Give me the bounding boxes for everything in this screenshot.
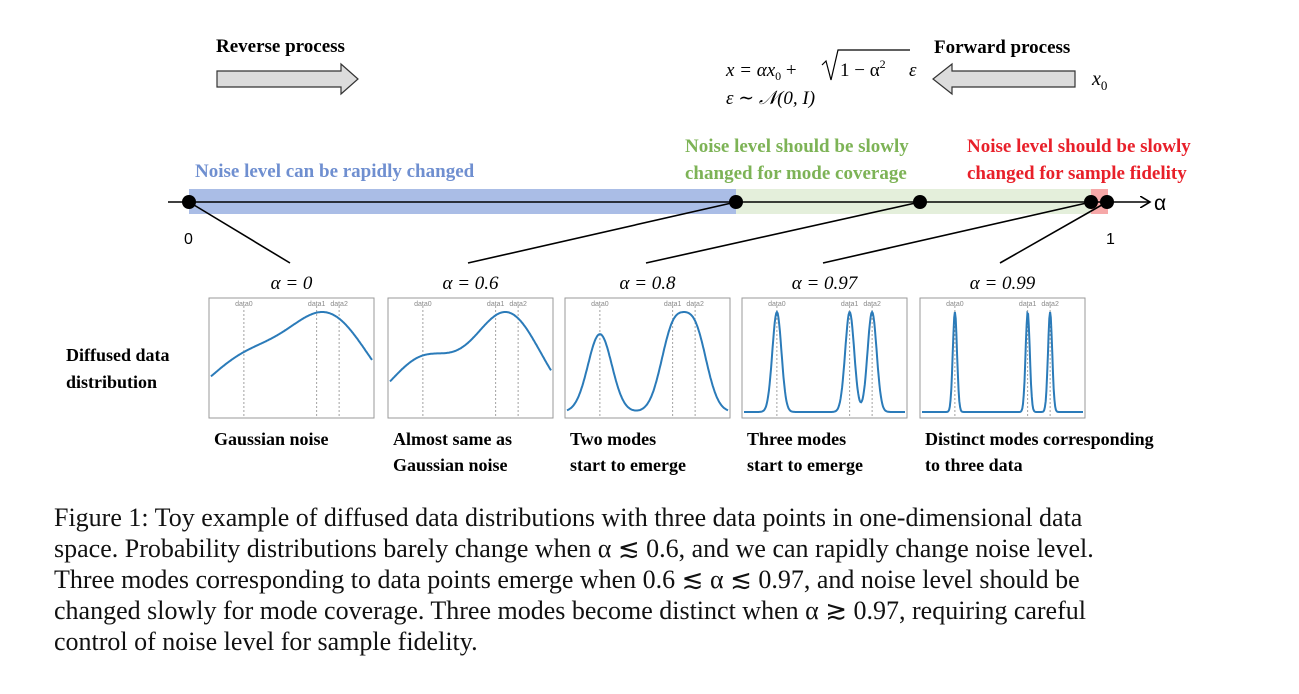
equation-epsilon: ε (909, 60, 917, 81)
row-label-2: distribution (66, 372, 157, 392)
diffusion-figure: Reverse process Forward process x0 x = α… (66, 36, 1191, 475)
point-alpha-0.99 (1100, 195, 1114, 209)
density-curve (744, 310, 905, 413)
panel-alpha-label: α = 0.97 (792, 273, 859, 294)
alpha-points (182, 195, 1114, 209)
data-tick-label: data0 (414, 301, 432, 308)
panel-caption-1: Three modes (747, 429, 846, 449)
panel-caption-1: Gaussian noise (214, 429, 329, 449)
data-tick-label: data2 (509, 301, 527, 308)
point-alpha-0 (182, 195, 196, 209)
equation-line-1: x = αx0 + (725, 60, 797, 83)
data-tick-label: data1 (664, 301, 682, 308)
forward-equation: x = αx0 + 1 − α2 ε ε ∼ 𝒩(0, I) (725, 49, 917, 109)
caption-line-4: changed slowly for mode coverage. Three … (54, 596, 1086, 625)
panel-0: α = 0 data0 data1 data2 Gaussian noise (208, 273, 375, 449)
panel-frame (564, 297, 731, 419)
connector-0 (188, 201, 291, 264)
reverse-process-label: Reverse process (216, 36, 345, 57)
panel-frame (741, 297, 908, 419)
connector-1 (467, 201, 737, 264)
region-mode-label-2: changed for mode coverage (685, 163, 907, 184)
panel-alpha-label: α = 0.6 (442, 273, 499, 294)
region-fidelity-label-2: changed for sample fidelity (967, 163, 1187, 184)
region-rapid-label: Noise level can be rapidly changed (195, 161, 475, 182)
panel-caption-1: Distinct modes corresponding (925, 429, 1154, 449)
panel-frame (208, 297, 375, 419)
panel-caption-1: Almost same as (393, 429, 512, 449)
density-curve (566, 311, 729, 412)
panel-connectors (188, 201, 1108, 264)
sqrt-sign-icon (821, 49, 910, 81)
equation-sqrt-body: 1 − α2 (840, 57, 886, 81)
caption-line-1: Figure 1: Toy example of diffused data d… (54, 503, 1083, 532)
panel-caption-2: start to emerge (570, 455, 686, 475)
caption-line-2: space. Probability distributions barely … (54, 534, 1094, 563)
panel-4: α = 0.99 data0 data1 data2 Distinct modes co… (919, 273, 1154, 475)
data-tick-label: data2 (1041, 301, 1059, 308)
connector-4 (999, 201, 1108, 264)
data-tick-label: data0 (768, 301, 786, 308)
data-tick-label: data2 (686, 301, 704, 308)
panel-caption-2: Gaussian noise (393, 455, 508, 475)
connector-2 (645, 201, 921, 264)
data-tick-label: data1 (487, 301, 505, 308)
data-tick-label: data0 (235, 301, 253, 308)
connector-3 (822, 201, 1092, 264)
axis-end-label: 1 (1106, 231, 1115, 248)
data-tick-label: data1 (308, 301, 326, 308)
point-alpha-0.8 (913, 195, 927, 209)
row-label-1: Diffused data (66, 345, 170, 365)
data-tick-label: data1 (1019, 301, 1037, 308)
axis-start-label: 0 (184, 231, 193, 248)
panel-caption-1: Two modes (570, 429, 656, 449)
data-tick-label: data2 (330, 301, 348, 308)
region-mode-label-1: Noise level should be slowly (685, 136, 909, 157)
data-tick-label: data0 (591, 301, 609, 308)
figure-caption: Figure 1: Toy example of diffused data d… (54, 502, 1254, 657)
panel-caption-2: start to emerge (747, 455, 863, 475)
caption-line-5: control of noise level for sample fideli… (54, 627, 478, 656)
density-curve (922, 310, 1083, 413)
panel-3: α = 0.97 data0 data1 data2 Three modes start … (741, 273, 908, 475)
reverse-arrow-icon (216, 62, 359, 96)
panel-2: α = 0.8 data0 data1 data2 Two modes start to … (564, 273, 731, 475)
axis-alpha-symbol: α (1154, 192, 1166, 215)
density-curve (210, 311, 373, 378)
panel-alpha-label: α = 0 (271, 273, 313, 294)
point-alpha-0.97 (1084, 195, 1098, 209)
density-curve (389, 311, 552, 383)
data-tick-label: data2 (863, 301, 881, 308)
region-fidelity-label-1: Noise level should be slowly (967, 136, 1191, 157)
equation-line-2: ε ∼ 𝒩(0, I) (726, 88, 815, 109)
panel-alpha-label: α = 0.99 (970, 273, 1036, 294)
data-tick-label: data0 (946, 301, 964, 308)
forward-arrow-icon (932, 62, 1076, 96)
x0-label: x0 (1091, 68, 1107, 93)
forward-process-label: Forward process (934, 37, 1070, 58)
point-alpha-0.6 (729, 195, 743, 209)
panel-frame (387, 297, 554, 419)
data-tick-label: data1 (841, 301, 859, 308)
panel-frame (919, 297, 1086, 419)
panel-1: α = 0.6 data0 data1 data2 Almost same as Gaus… (387, 273, 554, 475)
panel-caption-2: to three data (925, 455, 1023, 475)
caption-line-3: Three modes corresponding to data points… (54, 565, 1080, 594)
panel-alpha-label: α = 0.8 (619, 273, 676, 294)
